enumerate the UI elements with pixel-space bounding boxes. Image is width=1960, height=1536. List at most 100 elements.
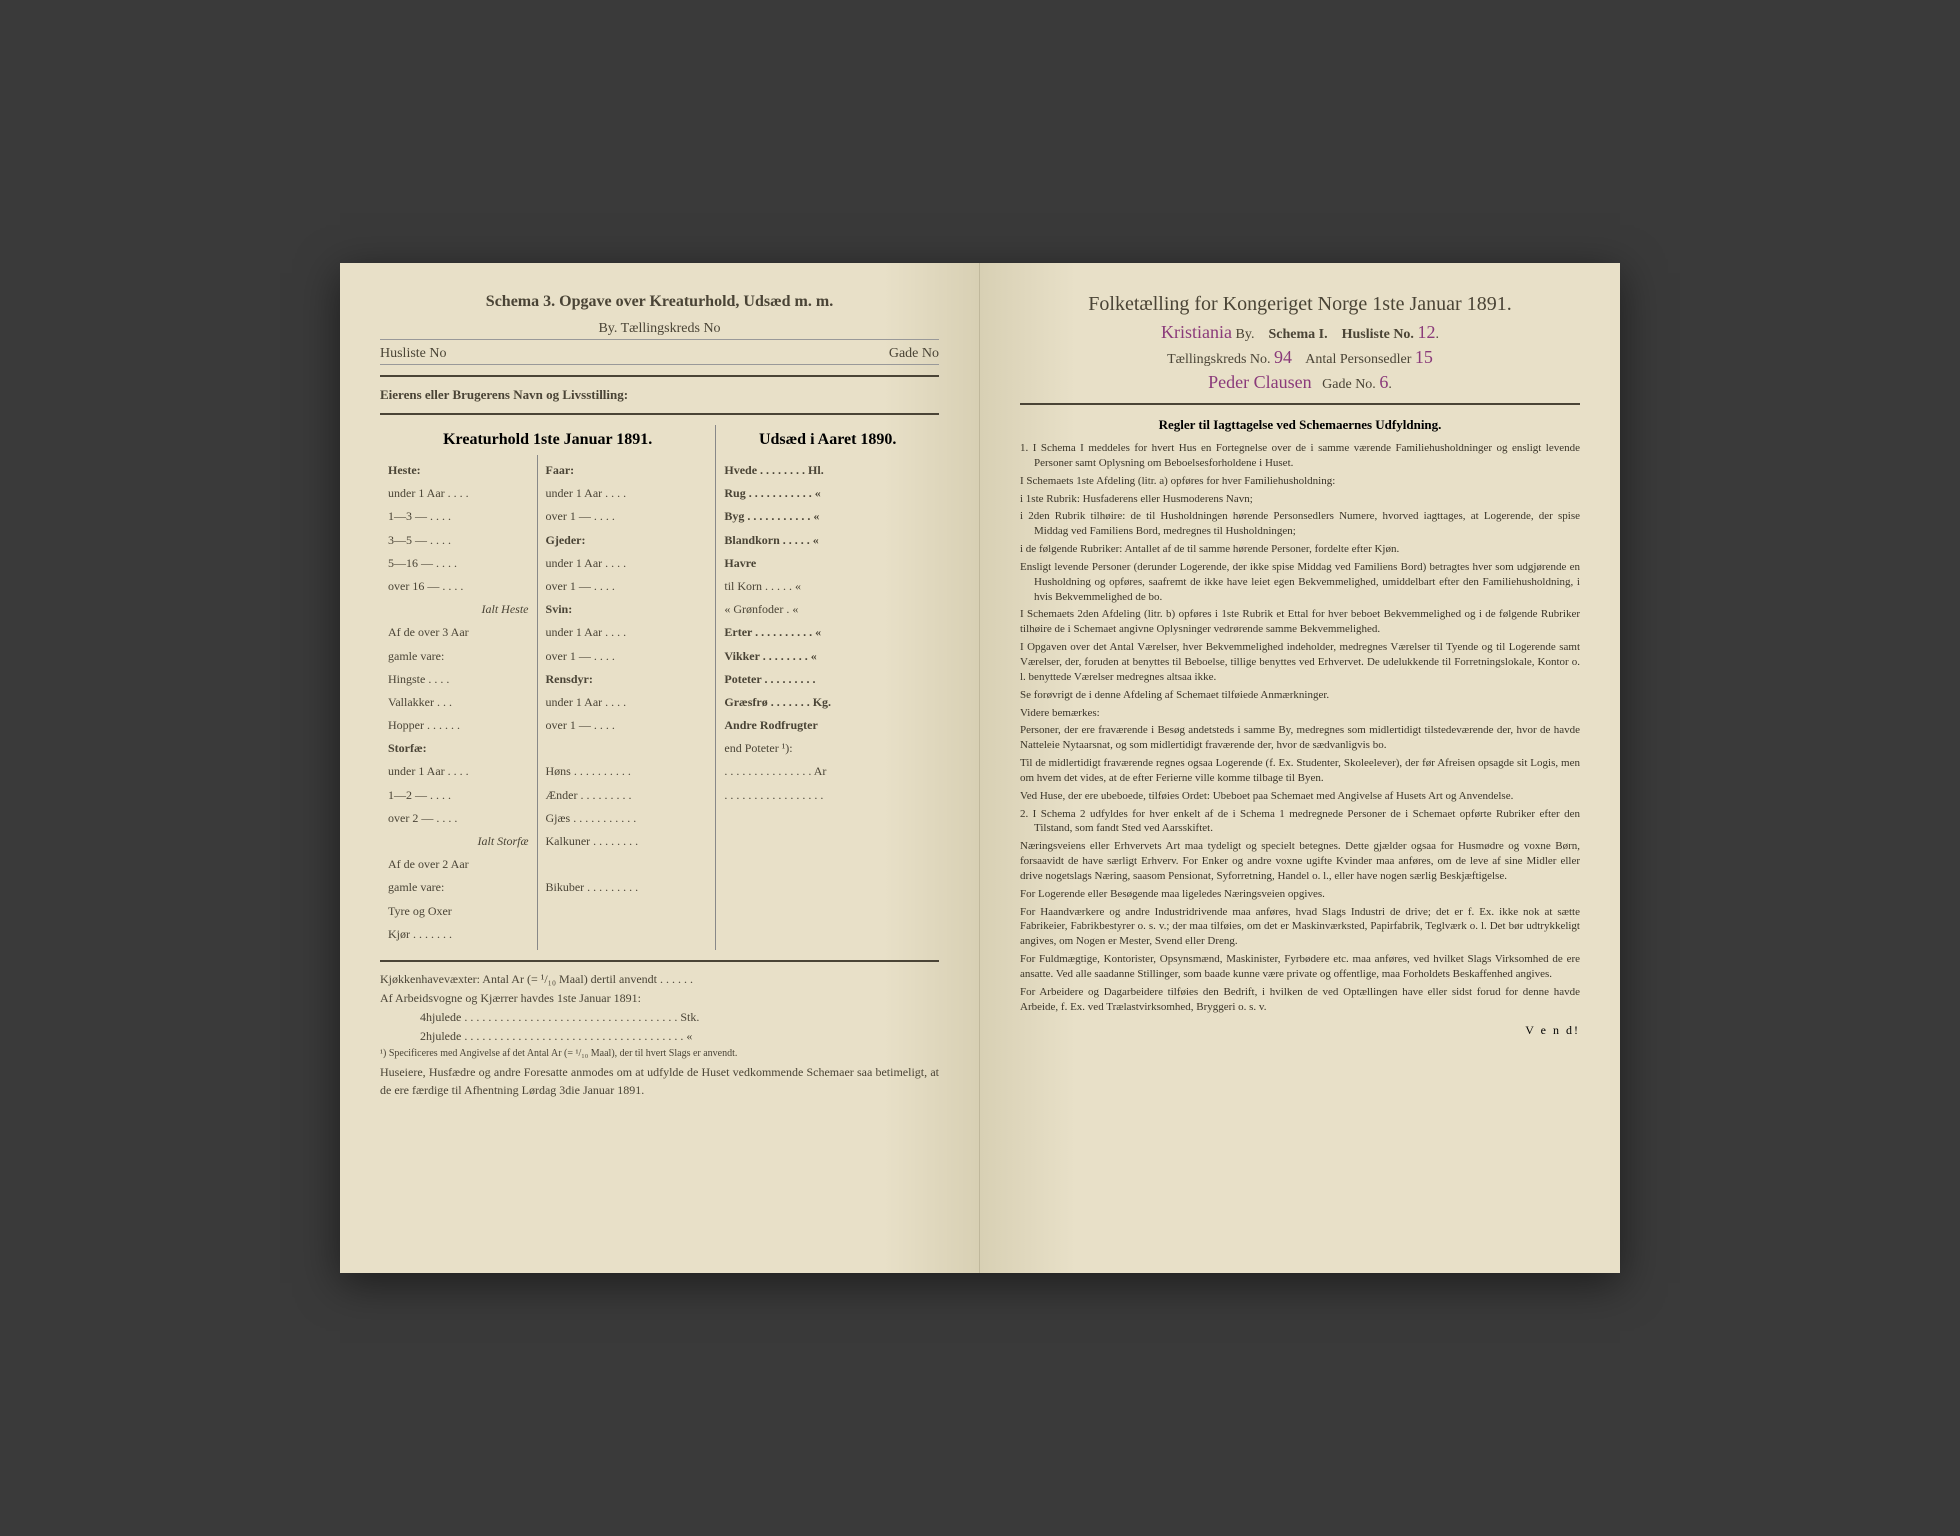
gamle: gamle vare: <box>388 645 529 668</box>
svin-row: over 1 — . . . . <box>546 645 708 668</box>
storfae-header: Storfæ: <box>388 737 529 760</box>
rule-p: For Haandværkere og andre Industridriven… <box>1020 905 1580 950</box>
rensdyr-row: under 1 Aar . . . . <box>546 691 708 714</box>
hons: Høns . . . . . . . . . . <box>546 760 708 783</box>
header-kreatur: Kreaturhold 1ste Januar 1891. <box>380 425 715 455</box>
bottom-notes: Kjøkkenhavevæxter: Antal Ar (= ¹/₁₀ Maal… <box>380 972 939 1099</box>
tilkorn: til Korn . . . . . « <box>724 575 931 598</box>
heste-header: Heste: <box>388 459 529 482</box>
arbeids-line: Af Arbeidsvogne og Kjærrer havdes 1ste J… <box>380 991 939 1006</box>
kjor: Kjør . . . . . . . <box>388 923 529 946</box>
gronfoder: « Grønfoder . « <box>724 598 931 621</box>
gamle2: gamle vare: <box>388 876 529 899</box>
column-b: Faar: under 1 Aar . . . . over 1 — . . .… <box>537 455 716 950</box>
ialt-storfae: Ialt Storfæ <box>388 830 529 853</box>
havre: Havre <box>724 552 931 575</box>
header-udsaed: Udsæd i Aaret 1890. <box>715 425 939 455</box>
poteter: Poteter . . . . . . . . . <box>724 668 931 691</box>
rensdyr-row: over 1 — . . . . <box>546 714 708 737</box>
schema-label: Schema I. <box>1268 327 1327 342</box>
antal-label: Antal Personsedler <box>1305 352 1411 367</box>
rule-p: Ved Huse, der ere ubeboede, tilføies Ord… <box>1020 789 1580 804</box>
rule-p: Se forøvrigt de i denne Afdeling af Sche… <box>1020 688 1580 703</box>
rule-p: Ensligt levende Personer (derunder Loger… <box>1020 560 1580 605</box>
main-table: Heste: under 1 Aar . . . . 1—3 — . . . .… <box>380 455 939 950</box>
rule-p: Personer, der ere fraværende i Besøg and… <box>1020 723 1580 753</box>
gade-label: Gade No <box>889 346 939 362</box>
hingste: Hingste . . . . <box>388 668 529 691</box>
vend-label: V e n d! <box>1020 1023 1580 1038</box>
storfae-row: under 1 Aar . . . . <box>388 760 529 783</box>
faar-header: Faar: <box>546 459 708 482</box>
erter: Erter . . . . . . . . . . « <box>724 621 931 644</box>
svin-row: under 1 Aar . . . . <box>546 621 708 644</box>
bikuber: Bikuber . . . . . . . . . <box>546 876 708 899</box>
divider3 <box>380 960 939 962</box>
table-headers: Kreaturhold 1ste Januar 1891. Udsæd i Aa… <box>380 425 939 455</box>
ialt-heste: Ialt Heste <box>388 598 529 621</box>
heste-row: over 16 — . . . . <box>388 575 529 598</box>
hand-taellings: 94 <box>1274 347 1292 367</box>
hand-antal: 15 <box>1415 347 1433 367</box>
rug: Rug . . . . . . . . . . . « <box>724 482 931 505</box>
rule-p: i 1ste Rubrik: Husfaderens eller Husmode… <box>1020 492 1580 507</box>
heste-row: 1—3 — . . . . <box>388 505 529 528</box>
rule-p: Næringsveiens eller Erhvervets Art maa t… <box>1020 839 1580 884</box>
rule-p: I Schemaets 2den Afdeling (litr. b) opfø… <box>1020 607 1580 637</box>
divider-r <box>1020 403 1580 405</box>
rules-title: Regler til Iagttagelse ved Schemaernes U… <box>1020 417 1580 433</box>
hand-street: Peder Clausen <box>1208 372 1311 392</box>
hand-gadeno: 6 <box>1379 372 1388 392</box>
column-a: Heste: under 1 Aar . . . . 1—3 — . . . .… <box>380 455 537 950</box>
heste-row: under 1 Aar . . . . <box>388 482 529 505</box>
line-by: By. Tællingskreds No <box>380 321 939 340</box>
hopper: Hopper . . . . . . <box>388 714 529 737</box>
rule-p: I Schemaets 1ste Afdeling (litr. a) opfø… <box>1020 474 1580 489</box>
kjokken-line: Kjøkkenhavevæxter: Antal Ar (= ¹/₁₀ Maal… <box>380 972 939 987</box>
gjeder-row: over 1 — . . . . <box>546 575 708 598</box>
rule-p: For Logerende eller Besøgende maa ligele… <box>1020 887 1580 902</box>
footnote: ¹) Specificeres med Angivelse af det Ant… <box>380 1048 939 1059</box>
rensdyr-header: Rensdyr: <box>546 668 708 691</box>
right-page: Folketælling for Kongeriget Norge 1ste J… <box>980 263 1620 1273</box>
tyre: Tyre og Oxer <box>388 900 529 923</box>
column-c: Hvede . . . . . . . . Hl. Rug . . . . . … <box>715 455 939 950</box>
taellings-label: Tællingskreds No. <box>1167 352 1270 367</box>
husliste-label: Husliste No. <box>1342 327 1414 342</box>
gjaes: Gjæs . . . . . . . . . . . <box>546 807 708 830</box>
gjeder-header: Gjeder: <box>546 529 708 552</box>
city-line: Kristiania By. Schema I. Husliste No. 12… <box>1020 322 1580 343</box>
gade-label-r: Gade No. <box>1322 377 1376 392</box>
heste-row: 3—5 — . . . . <box>388 529 529 552</box>
storfae-row: over 2 — . . . . <box>388 807 529 830</box>
vikker: Vikker . . . . . . . . « <box>724 645 931 668</box>
left-title: Schema 3. Opgave over Kreaturhold, Udsæd… <box>380 293 939 311</box>
andre-rod: Andre Rodfrugter <box>724 714 931 737</box>
rule-p: For Fuldmægtige, Kontorister, Opsynsmænd… <box>1020 952 1580 982</box>
rule-p: i de følgende Rubriker: Antallet af de t… <box>1020 542 1580 557</box>
svin-header: Svin: <box>546 598 708 621</box>
rule-p: 1. I Schema I meddeles for hvert Hus en … <box>1020 441 1580 471</box>
by-label: By. <box>1236 327 1255 342</box>
rule-p: 2. I Schema 2 udfyldes for hver enkelt a… <box>1020 807 1580 837</box>
rule-p: For Arbeidere og Dagarbeidere tilføies d… <box>1020 985 1580 1015</box>
right-title: Folketælling for Kongeriget Norge 1ste J… <box>1020 293 1580 316</box>
rule-p: Til de midlertidigt fraværende regnes og… <box>1020 756 1580 786</box>
owner-label: Eierens eller Brugerens Navn og Livsstil… <box>380 387 939 403</box>
end-poteter: end Poteter ¹): <box>724 737 931 760</box>
hvede: Hvede . . . . . . . . Hl. <box>724 459 931 482</box>
aender: Ænder . . . . . . . . . <box>546 784 708 807</box>
divider <box>380 375 939 377</box>
husliste-label: Husliste No <box>380 346 447 361</box>
gjeder-row: under 1 Aar . . . . <box>546 552 708 575</box>
line-husliste: Husliste No Gade No <box>380 346 939 365</box>
ar-line: . . . . . . . . . . . . . . . Ar <box>724 760 931 783</box>
instruction: Huseiere, Husfædre og andre Foresatte an… <box>380 1063 939 1099</box>
left-page: Schema 3. Opgave over Kreaturhold, Udsæd… <box>340 263 980 1273</box>
faar-row: under 1 Aar . . . . <box>546 482 708 505</box>
faar-row: over 1 — . . . . <box>546 505 708 528</box>
blandkorn: Blandkorn . . . . . « <box>724 529 931 552</box>
kalkuner: Kalkuner . . . . . . . . <box>546 830 708 853</box>
vallakker: Vallakker . . . <box>388 691 529 714</box>
document-book: Schema 3. Opgave over Kreaturhold, Udsæd… <box>340 263 1620 1273</box>
